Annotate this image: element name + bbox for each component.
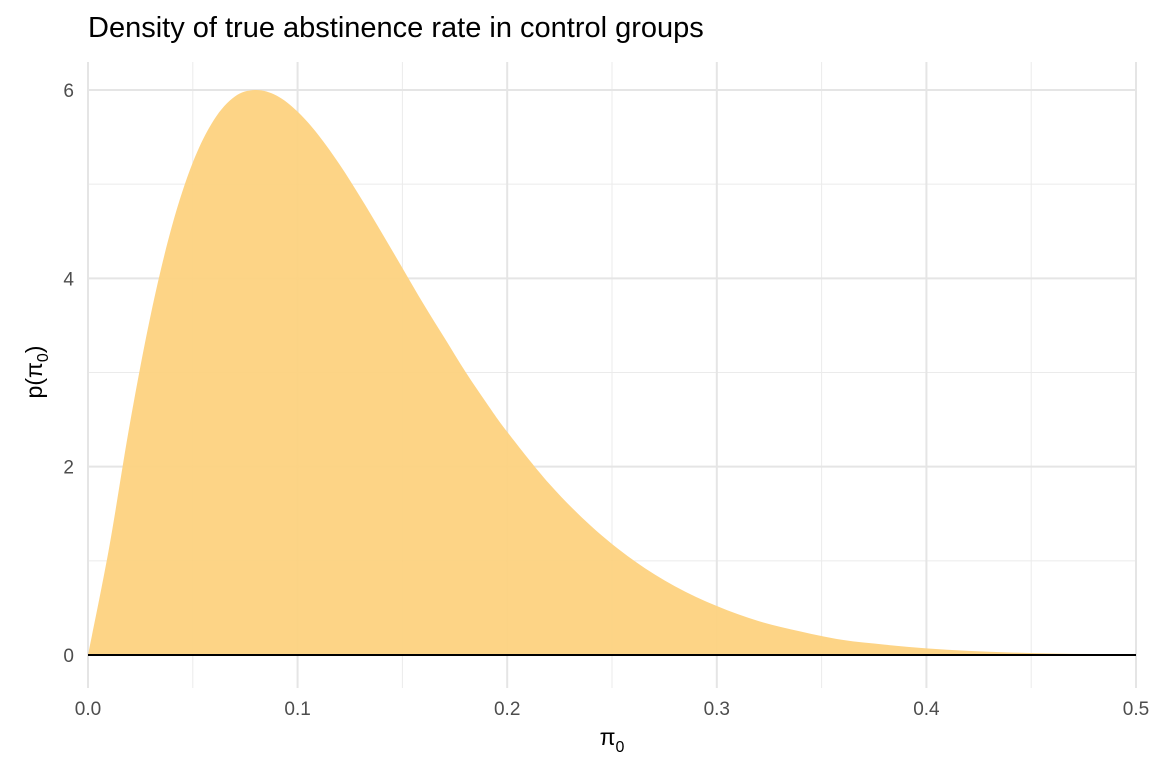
x-tick-label: 0.3 [704, 699, 730, 720]
y-tick-label: 4 [63, 269, 74, 290]
x-tick-label: 0.0 [75, 699, 101, 720]
chart-title: Density of true abstinence rate in contr… [88, 12, 704, 44]
x-tick-label: 0.4 [913, 699, 940, 720]
y-tick-label: 6 [63, 81, 74, 102]
density-area [88, 89, 1136, 655]
y-axis-title-symbol: π [21, 362, 47, 378]
x-tick-label: 0.5 [1123, 699, 1149, 720]
x-tick-label: 0.2 [494, 699, 520, 720]
y-axis-ticks: 0 2 4 6 [63, 81, 74, 667]
y-axis-title: p(π0) [21, 346, 52, 399]
x-axis-title: π0 [600, 724, 625, 756]
y-tick-label: 2 [63, 458, 74, 479]
y-axis-title-prefix: p( [21, 378, 47, 399]
x-tick-label: 0.1 [284, 699, 310, 720]
y-tick-label: 0 [63, 646, 74, 667]
x-axis-title-subscript: 0 [615, 739, 624, 756]
x-axis-ticks: 0.0 0.1 0.2 0.3 0.4 0.5 [75, 699, 1149, 720]
y-axis-title-suffix: ) [21, 346, 47, 354]
y-axis-title-subscript: 0 [35, 353, 52, 362]
x-axis-title-symbol: π [600, 724, 616, 750]
